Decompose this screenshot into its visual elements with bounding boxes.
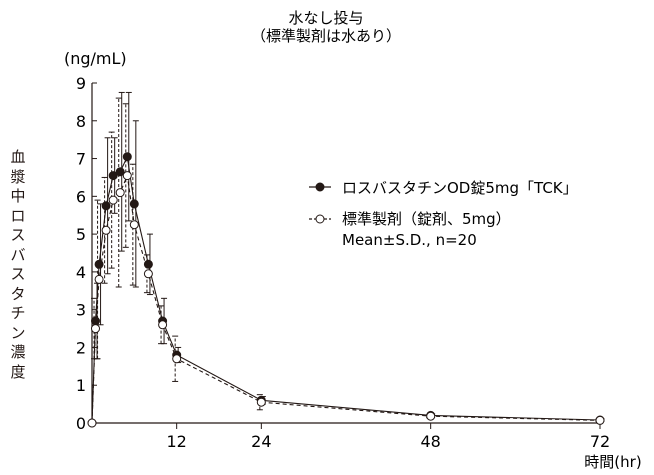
legend-marker-1 <box>315 214 325 224</box>
point-0-3 <box>101 201 111 211</box>
y-tick-label-2: 2 <box>76 338 86 357</box>
point-1-9 <box>158 320 168 330</box>
legend-note: Mean±S.D., n=20 <box>342 231 477 249</box>
y-axis-label-char-1: 漿 <box>10 167 26 186</box>
point-0-7 <box>129 199 139 209</box>
y-axis-label-char-5: バ <box>10 245 26 264</box>
y-tick-label-9: 9 <box>76 74 86 93</box>
y-axis-label-char-7: タ <box>10 284 26 303</box>
x-tick-label-12: 12 <box>166 432 186 451</box>
point-1-11 <box>256 397 266 407</box>
y-tick-label-5: 5 <box>76 225 86 244</box>
y-axis-label-char-11: 度 <box>10 362 26 381</box>
x-tick-label-72: 72 <box>590 432 610 451</box>
x-axis-ticks: 12 24 48 72 <box>166 423 610 451</box>
y-axis-label-char-9: ン <box>10 323 26 342</box>
axes <box>91 83 600 424</box>
y-tick-label-7: 7 <box>76 150 86 169</box>
x-tick-label-24: 24 <box>251 432 271 451</box>
y-tick-label-0: 0 <box>76 414 86 433</box>
legend-label-1: 標準製剤（錠剤、5mg） <box>342 210 511 228</box>
point-1-3 <box>101 225 111 235</box>
chart-subtitle: （標準製剤は水あり） <box>251 27 401 45</box>
y-axis-label-char-6: ス <box>10 265 26 283</box>
legend-label-0: ロスバスタチンOD錠5mg「TCK」 <box>342 179 578 197</box>
point-1-12 <box>426 411 436 421</box>
legend-marker-0 <box>315 182 325 192</box>
y-tick-label-6: 6 <box>76 187 86 206</box>
series-layer <box>87 91 605 428</box>
x-tick-label-48: 48 <box>420 432 440 451</box>
y-tick-label-3: 3 <box>76 301 86 320</box>
y-tick-label-8: 8 <box>76 112 86 131</box>
error-bar-1-9 <box>158 305 165 345</box>
x-axis-label: 時間(hr) <box>584 453 641 471</box>
point-1-6 <box>122 171 132 181</box>
point-1-0 <box>87 418 97 428</box>
y-axis-ticks: 0 1 2 3 4 5 6 7 8 9 <box>76 74 97 433</box>
point-0-6 <box>122 152 132 162</box>
y-axis-unit: (ng/mL) <box>64 49 127 68</box>
error-bar-1-8 <box>143 254 150 294</box>
y-tick-label-1: 1 <box>76 376 86 395</box>
point-1-13 <box>595 415 605 425</box>
chart-title: 水なし投与 <box>288 9 363 27</box>
point-1-4 <box>108 195 118 205</box>
point-0-5 <box>115 167 125 177</box>
y-tick-label-4: 4 <box>76 263 86 282</box>
point-1-5 <box>115 188 125 198</box>
series-line-0 <box>91 154 601 424</box>
y-axis-label-char-0: 血 <box>10 148 26 166</box>
y-axis-label-char-8: チ <box>10 304 26 322</box>
error-bar-1-5 <box>115 97 122 288</box>
series-0 <box>87 91 605 428</box>
point-1-1 <box>91 324 100 334</box>
point-1-10 <box>172 354 182 364</box>
y-axis-label-char-10: 濃 <box>10 343 26 361</box>
y-axis-label-char-3: ロ <box>10 206 26 225</box>
y-axis-label-char-2: 中 <box>10 187 26 205</box>
point-1-8 <box>143 269 153 279</box>
y-axis-label-char-4: ス <box>10 226 26 244</box>
y-axis-label: 血漿中ロスバスタチン濃度 <box>8 148 28 382</box>
legend: ロスバスタチンOD錠5mg「TCK」 標準製剤（錠剤、5mg） Mean±S.D… <box>309 179 578 249</box>
point-1-7 <box>129 220 139 230</box>
point-1-2 <box>94 274 104 284</box>
series-1 <box>87 97 605 428</box>
